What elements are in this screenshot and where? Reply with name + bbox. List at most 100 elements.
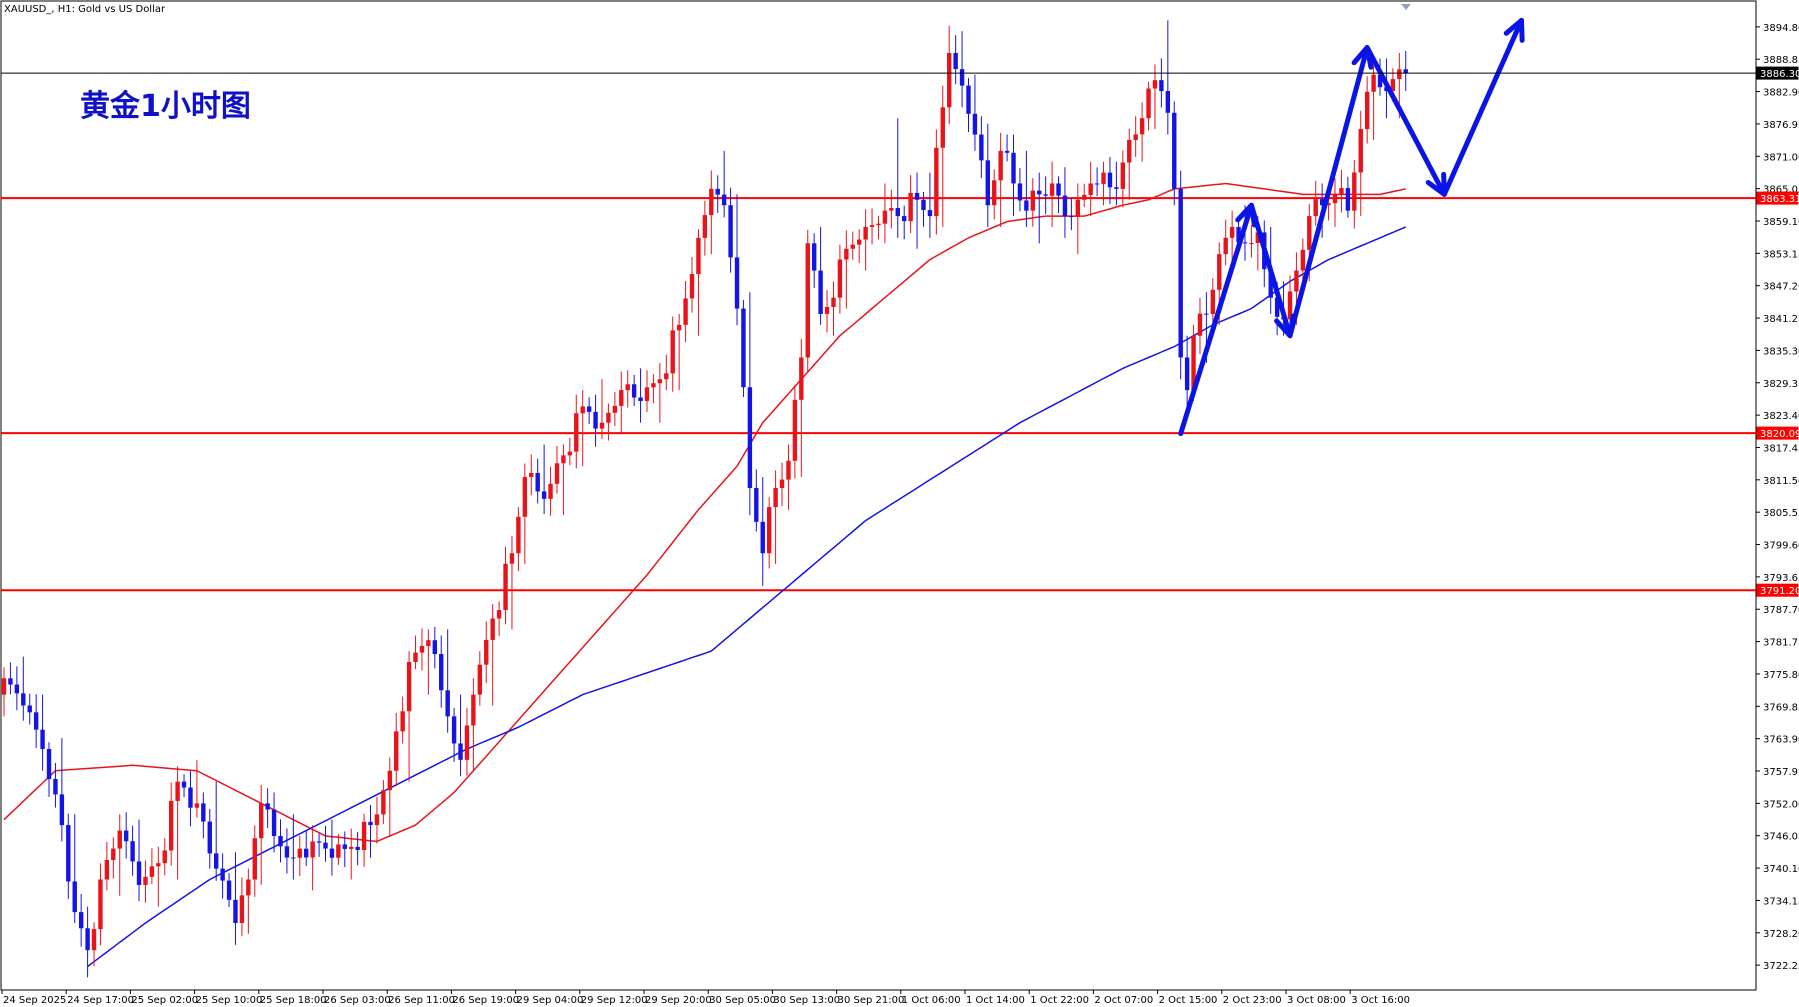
candle-body: [471, 694, 476, 726]
candle-body: [914, 192, 920, 200]
price-axis: 3894.80 3888.85 3882.90 3876.95 3871.00 3865.…: [1756, 23, 1799, 972]
arrowhead-icon: [1274, 313, 1296, 339]
price-tick-label: 3876.95: [1763, 120, 1799, 131]
level-tag-0: 3863.31: [1760, 194, 1799, 205]
candle-body: [1242, 242, 1248, 244]
candle-body: [156, 863, 161, 867]
candle-body: [895, 208, 900, 217]
candle-body: [561, 455, 566, 464]
candle-body: [1403, 69, 1408, 74]
candle-body: [1178, 188, 1183, 358]
candle-body: [786, 460, 791, 480]
candle-body: [1017, 183, 1023, 201]
candle-body: [625, 384, 630, 391]
candle-body: [1339, 187, 1344, 195]
candle-body: [567, 451, 573, 456]
candle-body: [458, 743, 463, 760]
time-tick-label: 2 Oct 15:00: [1159, 995, 1218, 1006]
price-tick-label: 3865.05: [1763, 185, 1799, 196]
candle-body: [529, 472, 534, 478]
candle-body: [1120, 162, 1126, 189]
candle-body: [773, 487, 778, 508]
candle-body: [451, 716, 457, 744]
candle-body: [1397, 69, 1402, 80]
candle-body: [1043, 194, 1048, 196]
candle-body: [117, 830, 122, 849]
candle-body: [541, 491, 547, 499]
candle-body: [728, 205, 733, 258]
price-tick-label: 3805.55: [1763, 508, 1799, 519]
candle-body: [741, 308, 746, 388]
price-tick-label: 3817.45: [1763, 443, 1799, 454]
candle-body: [78, 912, 84, 929]
candle-body: [882, 210, 888, 224]
ma-line-0: [3, 182, 1406, 843]
candle-body: [432, 640, 438, 655]
candle-body: [959, 69, 965, 86]
candle-body: [1037, 190, 1042, 195]
candle-body: [259, 803, 264, 839]
horizontal-levels: [1, 197, 1756, 592]
candle-body: [651, 383, 656, 388]
candle-body: [683, 298, 688, 325]
candle-body: [33, 712, 39, 730]
time-tick-label: 26 Sep 11:00: [388, 995, 455, 1006]
candle-body: [1287, 291, 1293, 320]
candle-body: [14, 684, 20, 694]
candle-body: [779, 479, 785, 488]
time-tick-label: 30 Sep 05:00: [709, 995, 776, 1006]
candle-body: [702, 215, 708, 238]
candle-body: [336, 844, 341, 858]
candle-body: [638, 397, 643, 401]
candle-body: [689, 274, 695, 299]
candle-body: [548, 483, 553, 499]
candle-body: [747, 387, 753, 488]
candle-body: [1069, 216, 1074, 218]
time-tick-label: 30 Sep 21:00: [838, 995, 905, 1006]
price-tick-label: 3734.15: [1763, 896, 1799, 907]
candle-body: [1352, 172, 1357, 211]
candle-body: [1172, 112, 1177, 189]
candle-body: [1313, 199, 1318, 217]
candle-body: [580, 406, 585, 414]
candle-body: [484, 639, 489, 665]
ma-line-1: [87, 226, 1406, 968]
price-tick-label: 3847.20: [1763, 282, 1799, 293]
price-tick-label: 3894.80: [1763, 23, 1799, 34]
candle-body: [953, 52, 958, 70]
candle-body: [233, 899, 238, 923]
candle-body: [496, 610, 502, 619]
candle-body: [844, 248, 849, 260]
candle-body: [831, 297, 836, 307]
candle-body: [490, 618, 495, 640]
candle-body: [66, 825, 71, 882]
time-tick-label: 29 Sep 04:00: [517, 995, 584, 1006]
candle-body: [316, 841, 322, 843]
candle-body: [291, 857, 296, 859]
candle-body: [188, 787, 193, 808]
price-tick-label: 3757.95: [1763, 767, 1799, 778]
candle-body: [947, 52, 952, 108]
candle-body: [381, 790, 386, 815]
price-tick-label: 3871.00: [1763, 152, 1799, 163]
candle-body: [676, 324, 682, 331]
candle-body: [1127, 139, 1132, 163]
time-tick-label: 26 Sep 03:00: [324, 995, 391, 1006]
candle-body: [657, 379, 663, 384]
price-tick-label: 3882.90: [1763, 88, 1799, 99]
time-tick-label: 3 Oct 08:00: [1287, 995, 1346, 1006]
scroll-marker-icon[interactable]: [1401, 4, 1411, 10]
candle-body: [91, 929, 97, 951]
candle-body: [818, 270, 823, 314]
candle-body: [972, 113, 978, 135]
price-tick-label: 3793.65: [1763, 573, 1799, 584]
candle-body: [27, 705, 32, 713]
candle-body: [503, 563, 508, 611]
candle-body: [40, 729, 45, 749]
level-tag-2-bg: [1756, 583, 1799, 597]
candle-body: [149, 866, 155, 877]
candle-body: [1114, 187, 1119, 189]
arrowhead-icon: [1351, 45, 1374, 70]
candle-body: [1049, 183, 1055, 196]
